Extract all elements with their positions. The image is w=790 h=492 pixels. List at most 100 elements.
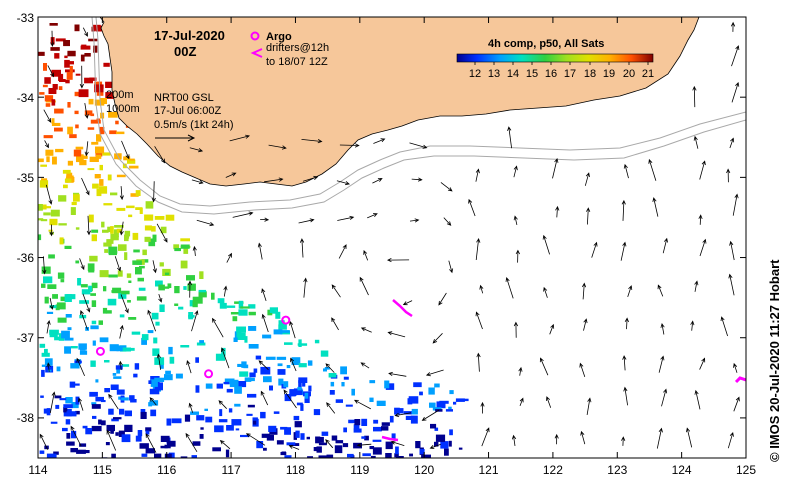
argo-float-marker <box>281 315 291 325</box>
sst-pixel <box>240 434 250 438</box>
sst-pixel <box>114 229 119 238</box>
lat-tick-label: -37 <box>17 331 35 345</box>
sst-pixel <box>160 363 164 369</box>
legend-drifters-1: drifters@12h <box>266 42 329 54</box>
current-vector <box>326 402 336 414</box>
plot-frame <box>37 16 747 459</box>
lon-tick-label: 114 <box>28 463 47 477</box>
sst-pixel <box>199 434 204 439</box>
current-vector <box>727 431 734 449</box>
sst-pixel <box>50 47 60 51</box>
sst-pixel <box>224 378 235 385</box>
sst-pixel <box>46 311 54 314</box>
current-vector <box>49 391 56 414</box>
sst-pixel <box>445 409 453 412</box>
sst-pixel <box>90 113 95 117</box>
sst-pixel <box>298 380 302 388</box>
sst-pixel <box>51 118 55 124</box>
sst-pixel <box>91 141 99 145</box>
sst-pixel <box>234 386 242 394</box>
argo-float-marker <box>95 346 105 356</box>
lat-tick-label: -38 <box>17 411 35 425</box>
sst-pixel <box>141 259 149 263</box>
current-vector <box>79 258 85 271</box>
sst-pixel <box>284 427 291 435</box>
current-vector <box>652 197 659 217</box>
sst-pixel <box>78 343 87 350</box>
sst-pixel <box>278 324 287 330</box>
sst-pixel <box>198 291 207 298</box>
current-vector <box>338 244 347 259</box>
current-vector <box>299 238 305 258</box>
sst-pixel <box>102 152 111 156</box>
sst-pixel <box>195 357 199 363</box>
isobath-label-200m: 200m <box>106 89 134 101</box>
sst-pixel <box>214 425 224 433</box>
sst-pixel <box>65 314 72 318</box>
sst-pixel <box>79 350 88 355</box>
colorbar-tick-label: 13 <box>488 68 500 80</box>
sst-pixel <box>38 158 44 163</box>
current-vector <box>82 293 91 313</box>
current-vector <box>325 439 334 449</box>
sst-pixel <box>141 334 149 341</box>
sst-pixel <box>306 436 310 440</box>
sst-pixel <box>150 379 158 387</box>
scale-arrow <box>155 134 196 142</box>
sst-pixel <box>103 286 107 292</box>
sst-pixel <box>84 77 93 84</box>
lat-tick-labels: -33 -34 -35 -36 -37 -38 <box>17 11 35 425</box>
sst-pixel <box>74 91 80 97</box>
sst-pixel <box>63 184 68 189</box>
current-vector <box>258 360 269 370</box>
current-vector <box>154 146 166 164</box>
sst-pixel <box>99 164 103 171</box>
sst-pixel <box>186 275 195 281</box>
sst-pixel <box>277 369 286 375</box>
sst-pixel <box>65 419 71 425</box>
sst-pixel <box>159 304 165 312</box>
sst-pixel <box>297 343 308 346</box>
current-vector <box>513 215 518 225</box>
sst-pixel <box>369 446 375 450</box>
sst-pixel <box>94 84 104 93</box>
sst-pixel <box>226 388 233 393</box>
sst-pixel <box>164 453 172 458</box>
sst-pixel <box>253 368 258 373</box>
sst-pixel <box>373 426 382 432</box>
sst-pixel <box>292 390 297 396</box>
current-vector <box>731 81 740 103</box>
sst-pixel <box>384 380 390 389</box>
sst-pixel <box>399 457 409 458</box>
current-vector <box>290 357 297 372</box>
sst-pixel <box>217 298 225 304</box>
current-vector <box>686 427 693 448</box>
current-vector <box>192 245 197 256</box>
sst-pixel <box>281 330 290 333</box>
sst-pixel <box>116 174 126 178</box>
sst-pixel <box>91 320 97 325</box>
current-vector <box>481 427 490 447</box>
sst-pixel <box>394 453 399 458</box>
sst-pixel <box>116 367 121 374</box>
sst-pixel <box>70 448 78 453</box>
sst-pixel <box>43 63 47 71</box>
current-vector <box>245 433 266 446</box>
sst-pixel <box>79 159 87 166</box>
sst-pixel <box>162 286 170 289</box>
current-vector <box>119 324 124 339</box>
sst-pixel <box>219 409 223 417</box>
sst-pixel <box>421 454 431 458</box>
sst-pixel <box>244 336 248 343</box>
sst-pixel <box>231 419 242 426</box>
sst-pixel <box>57 317 67 323</box>
sst-pixel <box>58 223 67 226</box>
current-vector <box>373 138 386 144</box>
sst-pixel <box>165 272 170 276</box>
current-vector <box>46 319 51 334</box>
sst-pixel <box>45 100 56 103</box>
current-vector <box>623 163 629 179</box>
current-vector <box>44 140 49 149</box>
sst-pixel <box>49 329 59 335</box>
current-vector <box>438 292 447 306</box>
